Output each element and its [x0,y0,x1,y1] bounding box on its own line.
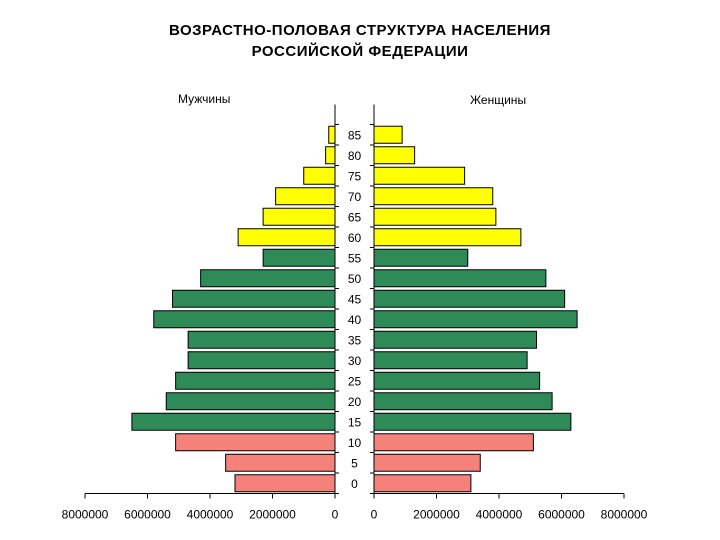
bar-women-age-55 [373,248,469,267]
age-label-65: 65 [348,210,362,224]
bar-women-age-30 [373,351,528,370]
men-bars [131,125,336,493]
women-axis-tick-labels: 0 2000000 4000000 6000000 8000000 [371,508,648,522]
age-label-70: 70 [348,190,362,204]
legend-label-men: Мужчины [178,92,230,106]
age-label-85: 85 [348,128,362,142]
bar-men-age-50 [200,269,336,288]
bar-men-age-40 [153,310,336,329]
legend-label-women: Женщины [470,93,526,107]
chart-title-line-2: РОССИЙСКОЙ ФЕДЕРАЦИИ [251,43,469,60]
age-label-25: 25 [348,374,362,388]
bar-men-age-70 [275,187,336,206]
chart-title: ВОЗРАСТНО-ПОЛОВАЯ СТРУКТУРА НАСЕЛЕНИЯ РО… [0,20,720,62]
age-label-35: 35 [348,333,362,347]
bar-men-age-0 [234,474,336,493]
bar-women-age-10 [373,433,534,452]
bar-women-age-50 [373,269,547,288]
men-tick-label: 8000000 [62,508,109,522]
age-label-60: 60 [348,231,362,245]
age-label-5: 5 [351,456,358,470]
axes [84,104,625,499]
men-tick-label: 0 [332,508,339,522]
bar-men-age-35 [187,330,336,349]
bar-men-age-15 [131,412,336,431]
bar-women-age-65 [373,207,497,226]
bar-men-age-45 [172,289,336,308]
age-label-0: 0 [351,477,358,491]
bar-women-age-20 [373,392,553,411]
bar-women-age-0 [373,474,472,493]
bar-men-age-10 [175,433,336,452]
men-tick-label: 2000000 [249,508,296,522]
men-tick-label: 6000000 [124,508,171,522]
men-axis-tick-labels: 0 2000000 4000000 6000000 8000000 [62,508,339,522]
age-label-45: 45 [348,292,362,306]
age-label-20: 20 [348,395,362,409]
women-tick-label: 0 [371,508,378,522]
bar-men-age-5 [225,453,336,472]
bar-men-age-30 [187,351,336,370]
age-label-10: 10 [348,436,362,450]
age-label-80: 80 [348,149,362,163]
bar-women-age-35 [373,330,537,349]
bar-men-age-25 [175,371,336,390]
age-label-50: 50 [348,272,362,286]
bar-women-age-85 [373,125,403,144]
bar-men-age-20 [165,392,336,411]
bar-women-age-15 [373,412,572,431]
women-tick-label: 2000000 [413,508,460,522]
bar-women-age-60 [373,228,522,247]
bar-women-age-45 [373,289,566,308]
women-tick-label: 4000000 [476,508,523,522]
bar-women-age-70 [373,187,494,206]
bar-men-age-80 [325,146,336,165]
women-tick-label: 6000000 [538,508,585,522]
bar-men-age-55 [262,248,336,267]
bar-women-age-75 [373,166,466,185]
age-label-55: 55 [348,251,362,265]
chart-title-line-1: ВОЗРАСТНО-ПОЛОВАЯ СТРУКТУРА НАСЕЛЕНИЯ [169,22,551,39]
women-bars [373,125,578,493]
bar-women-age-5 [373,453,481,472]
age-label-40: 40 [348,313,362,327]
bar-women-age-80 [373,146,416,165]
bar-men-age-85 [328,125,336,144]
age-labels: 0 5 10 15 20 25 30 35 40 45 50 55 60 65 70 75 80 85 [348,128,362,491]
bar-men-age-65 [262,207,336,226]
age-label-75: 75 [348,169,362,183]
age-label-15: 15 [348,415,362,429]
men-tick-label: 4000000 [187,508,234,522]
bar-women-age-40 [373,310,578,329]
age-label-30: 30 [348,354,362,368]
bar-men-age-60 [237,228,336,247]
bar-women-age-25 [373,371,541,390]
women-tick-label: 8000000 [601,508,648,522]
bar-men-age-75 [303,166,336,185]
